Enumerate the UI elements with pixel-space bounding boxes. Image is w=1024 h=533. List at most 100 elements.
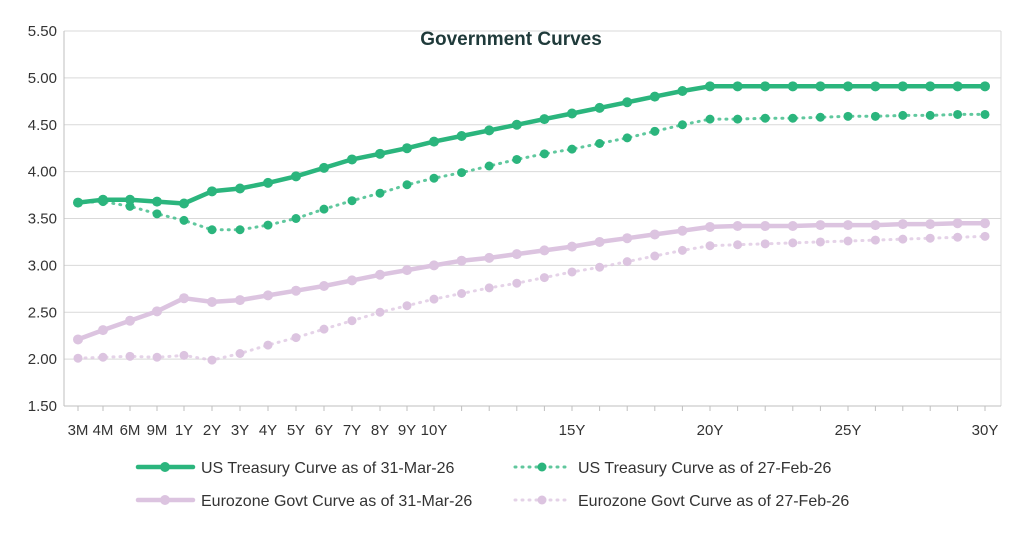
data-point — [898, 234, 908, 244]
data-point — [649, 91, 660, 102]
data-point — [705, 114, 715, 124]
series-3 — [73, 218, 990, 345]
data-point — [347, 154, 357, 165]
data-point — [73, 353, 83, 363]
data-point — [235, 349, 245, 358]
data-point — [125, 194, 135, 205]
data-point — [925, 110, 935, 120]
data-point — [456, 255, 467, 266]
y-tick-label: 5.00 — [28, 70, 57, 87]
data-point — [319, 204, 329, 214]
x-tick-label: 2Y — [203, 422, 221, 439]
data-point — [429, 260, 439, 271]
data-point — [291, 285, 301, 296]
data-point — [402, 143, 412, 154]
data-point — [263, 177, 273, 188]
data-point — [402, 301, 412, 311]
data-point — [595, 139, 605, 148]
x-tick-label: 9M — [147, 422, 168, 439]
data-point — [953, 109, 963, 119]
data-point — [650, 126, 660, 136]
data-point — [594, 236, 605, 247]
data-point — [539, 149, 549, 159]
data-point — [456, 131, 467, 141]
data-point — [897, 81, 908, 92]
data-point — [677, 225, 688, 236]
data-point — [207, 355, 217, 365]
data-point — [179, 198, 189, 209]
data-point — [402, 180, 412, 190]
data-point — [179, 293, 189, 304]
y-tick-label: 4.50 — [28, 117, 57, 134]
data-point — [953, 232, 963, 242]
data-point — [815, 237, 825, 247]
data-point — [539, 273, 549, 283]
data-point — [870, 220, 881, 231]
data-point — [98, 352, 108, 362]
series-2 — [73, 109, 990, 235]
legend-item-3: Eurozone Govt Curve as of 31-Mar-26 — [135, 493, 472, 510]
data-point — [152, 352, 162, 362]
data-point — [347, 316, 357, 326]
data-point — [870, 111, 880, 121]
legend-label: US Treasury Curve as of 27-Feb-26 — [578, 460, 832, 477]
legend-marker — [537, 462, 547, 472]
data-point — [788, 113, 798, 123]
data-point — [733, 240, 743, 250]
data-point — [429, 173, 439, 183]
series-4 — [73, 231, 990, 365]
y-tick-label: 3.00 — [28, 257, 57, 274]
data-point — [788, 238, 798, 248]
data-point — [843, 236, 853, 246]
data-point — [375, 188, 385, 198]
data-point — [622, 233, 633, 244]
data-point — [319, 162, 329, 173]
data-point — [925, 233, 935, 243]
data-point — [925, 81, 936, 92]
data-point — [484, 161, 494, 171]
data-point — [925, 219, 936, 230]
data-point — [235, 295, 245, 306]
data-point — [235, 183, 245, 194]
data-point — [179, 215, 189, 225]
data-point — [98, 197, 108, 207]
legend-item-4: Eurozone Govt Curve as of 27-Feb-26 — [513, 493, 849, 510]
y-tick-label: 3.50 — [28, 211, 57, 228]
x-tick-label: 25Y — [835, 422, 862, 439]
data-point — [870, 235, 880, 245]
x-tick-label: 5Y — [287, 422, 305, 439]
data-point — [622, 133, 632, 143]
data-point — [567, 267, 577, 277]
data-point — [152, 209, 162, 219]
data-point — [539, 114, 550, 125]
data-point — [843, 220, 853, 231]
data-point — [897, 219, 908, 230]
data-point — [952, 81, 963, 92]
data-point — [705, 241, 715, 251]
data-point — [263, 220, 273, 230]
data-point — [539, 245, 550, 256]
series-line — [75, 220, 988, 342]
y-tick-label: 1.50 — [28, 398, 57, 415]
data-point — [512, 278, 522, 288]
data-point — [152, 306, 162, 317]
data-point — [760, 239, 770, 249]
data-point — [760, 221, 771, 231]
data-point — [567, 144, 577, 154]
y-tick-label: 2.50 — [28, 304, 57, 321]
data-point — [787, 81, 798, 92]
data-point — [235, 225, 245, 235]
x-tick-label: 8Y — [371, 422, 389, 439]
data-point — [815, 112, 825, 122]
data-point — [567, 241, 577, 252]
data-point — [347, 196, 357, 206]
data-point — [125, 315, 135, 326]
legend-marker — [160, 462, 170, 472]
x-tick-label: 7Y — [343, 422, 361, 439]
data-point — [677, 120, 687, 130]
data-point — [319, 281, 329, 291]
data-point — [677, 245, 687, 255]
data-point — [429, 294, 439, 304]
data-point — [484, 125, 495, 136]
